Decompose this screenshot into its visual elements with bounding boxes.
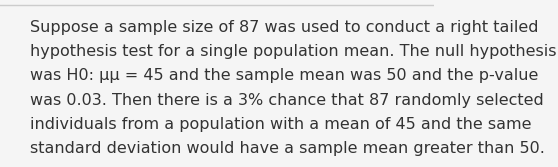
Text: was H0: μμ = 45 and the sample mean was 50 and the p-value: was H0: μμ = 45 and the sample mean was … bbox=[30, 68, 538, 84]
Text: individuals from a population with a mean of 45 and the same: individuals from a population with a mea… bbox=[30, 117, 532, 132]
Text: was 0.03. Then there is a 3% chance that 87 randomly selected: was 0.03. Then there is a 3% chance that… bbox=[30, 93, 544, 108]
Text: standard deviation would have a sample mean greater than 50.: standard deviation would have a sample m… bbox=[30, 141, 545, 156]
Text: hypothesis test for a single population mean. The null hypothesis: hypothesis test for a single population … bbox=[30, 44, 557, 59]
Text: Suppose a sample size of 87 was used to conduct a right tailed: Suppose a sample size of 87 was used to … bbox=[30, 20, 539, 35]
